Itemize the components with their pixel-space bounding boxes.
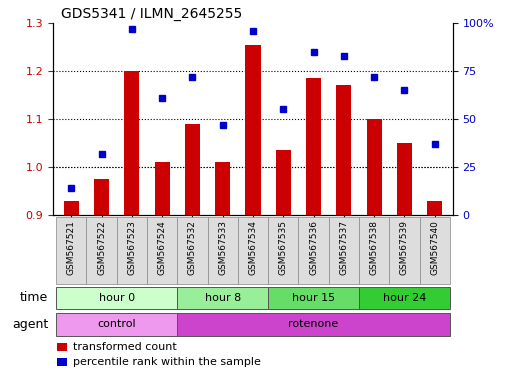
Bar [306,78,321,215]
FancyBboxPatch shape [177,313,449,336]
FancyBboxPatch shape [177,217,207,284]
Bar [275,150,290,215]
Text: transformed count: transformed count [73,342,177,352]
Bar [154,162,169,215]
Text: GSM567538: GSM567538 [369,220,378,275]
Text: GSM567539: GSM567539 [399,220,408,275]
Text: hour 15: hour 15 [291,293,334,303]
FancyBboxPatch shape [388,217,419,284]
Text: GSM567536: GSM567536 [309,220,318,275]
Text: GSM567535: GSM567535 [278,220,287,275]
Text: hour 0: hour 0 [98,293,134,303]
FancyBboxPatch shape [328,217,358,284]
Bar [366,119,381,215]
FancyBboxPatch shape [56,313,177,336]
FancyBboxPatch shape [117,217,147,284]
FancyBboxPatch shape [207,217,237,284]
FancyBboxPatch shape [237,217,268,284]
Text: agent: agent [12,318,48,331]
FancyBboxPatch shape [86,217,117,284]
Text: hour 24: hour 24 [382,293,425,303]
Bar [184,124,199,215]
FancyBboxPatch shape [268,286,358,309]
Text: GSM567534: GSM567534 [248,220,257,275]
Text: GSM567533: GSM567533 [218,220,227,275]
Bar [57,358,67,366]
Text: rotenone: rotenone [288,319,338,329]
Bar [57,343,67,351]
FancyBboxPatch shape [56,286,177,309]
Bar [64,201,79,215]
Text: GDS5341 / ILMN_2645255: GDS5341 / ILMN_2645255 [61,7,242,21]
Bar [215,162,230,215]
Text: GSM567537: GSM567537 [339,220,347,275]
Text: GSM567532: GSM567532 [187,220,196,275]
FancyBboxPatch shape [147,217,177,284]
FancyBboxPatch shape [358,217,388,284]
Bar [124,71,139,215]
FancyBboxPatch shape [56,217,86,284]
Text: GSM567522: GSM567522 [97,220,106,275]
FancyBboxPatch shape [177,286,268,309]
Text: control: control [97,319,136,329]
Bar [336,86,351,215]
Text: hour 8: hour 8 [204,293,240,303]
FancyBboxPatch shape [268,217,298,284]
Text: GSM567540: GSM567540 [429,220,438,275]
FancyBboxPatch shape [298,217,328,284]
Bar [426,201,441,215]
Text: GSM567521: GSM567521 [67,220,76,275]
Text: GSM567524: GSM567524 [158,220,166,275]
Bar [245,45,260,215]
Text: GSM567523: GSM567523 [127,220,136,275]
Text: percentile rank within the sample: percentile rank within the sample [73,357,261,367]
FancyBboxPatch shape [358,286,449,309]
Bar [94,179,109,215]
FancyBboxPatch shape [419,217,449,284]
Bar [396,143,411,215]
Text: time: time [20,291,48,304]
